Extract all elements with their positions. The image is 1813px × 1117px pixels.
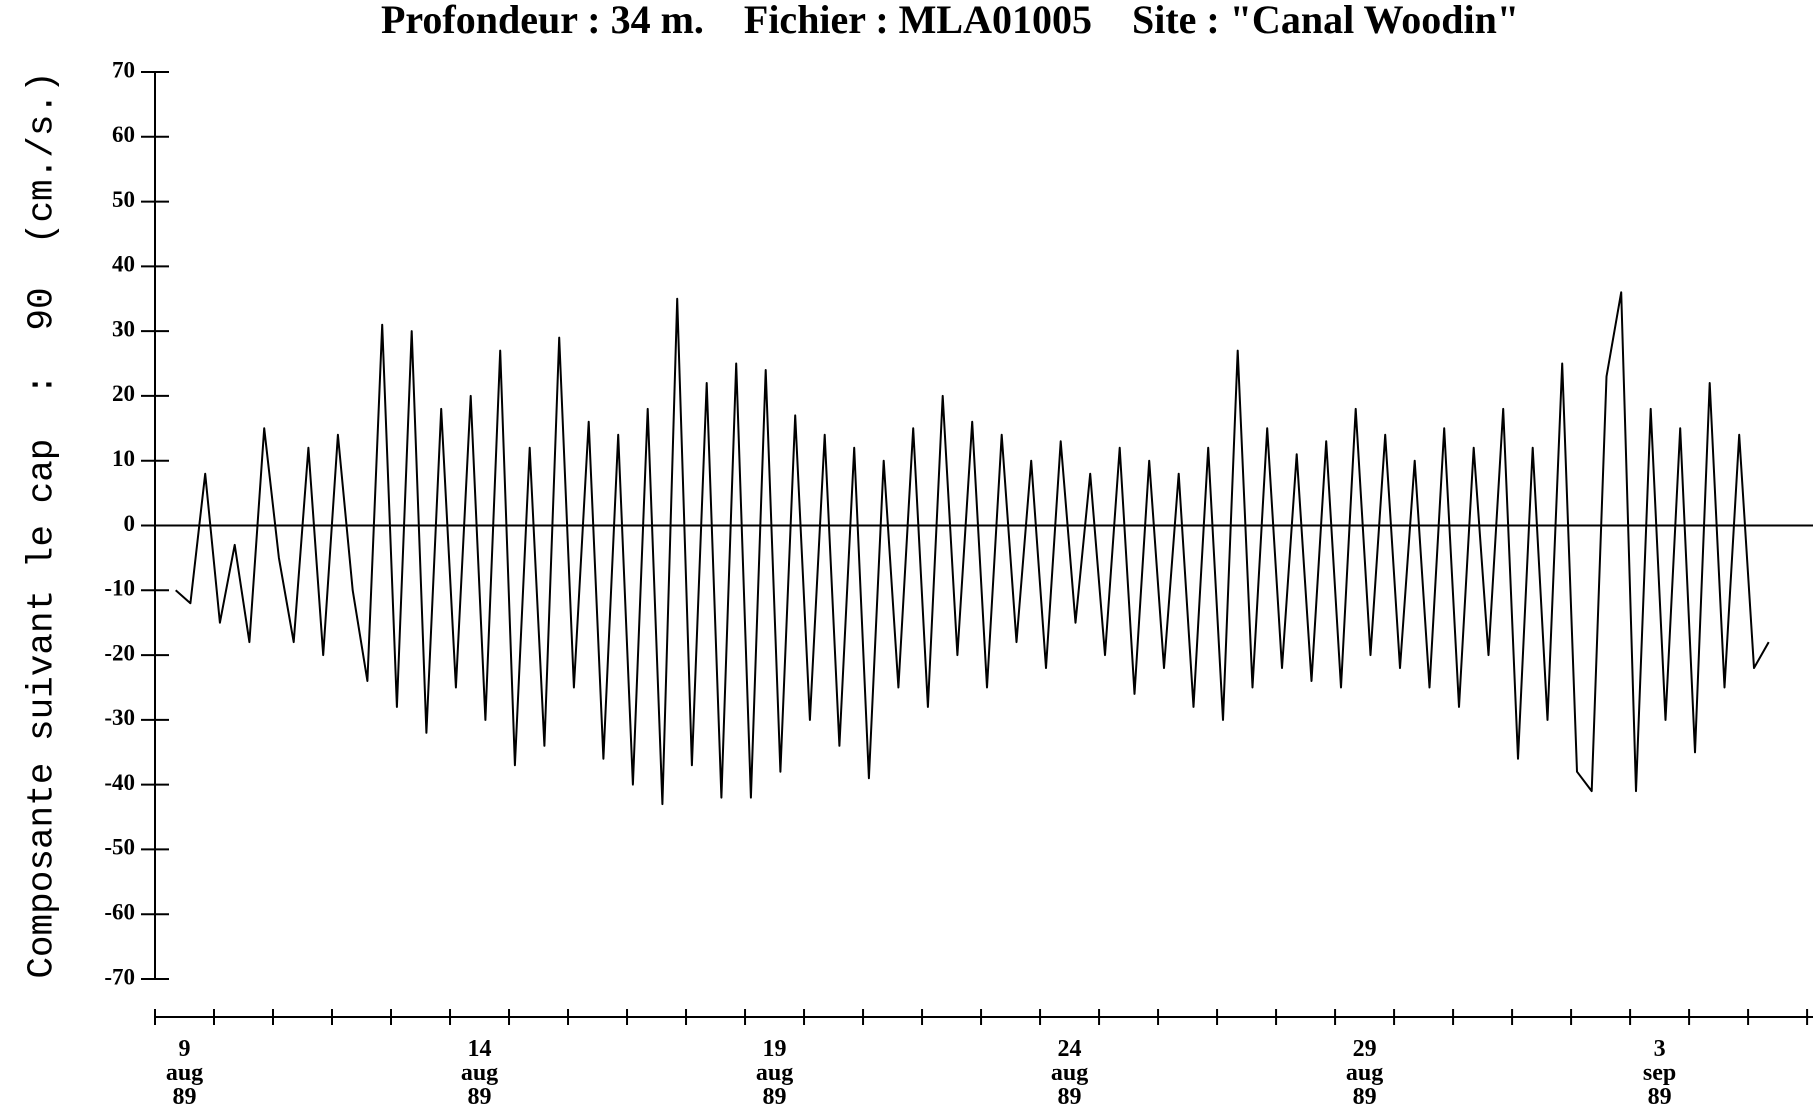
y-tick-label: -40 xyxy=(104,770,135,795)
y-tick-label: 10 xyxy=(112,446,135,471)
x-tick-label: 29 aug 89 xyxy=(1346,1036,1383,1110)
y-tick-label: 60 xyxy=(112,122,135,147)
y-tick-label: -10 xyxy=(104,576,135,601)
y-axis-label: Composante suivant le cap : 90 (cm./s.) xyxy=(22,71,63,978)
y-tick-label: 70 xyxy=(112,57,135,82)
y-tick-label: -20 xyxy=(104,640,135,665)
y-tick-label: -70 xyxy=(104,964,135,989)
y-tick-label: 30 xyxy=(112,316,135,341)
y-tick-label: -30 xyxy=(104,705,135,730)
x-tick-label: 14 aug 89 xyxy=(461,1036,498,1110)
y-tick-label: 40 xyxy=(112,252,135,277)
x-tick-label: 19 aug 89 xyxy=(756,1036,793,1110)
x-tick-label: 9 aug 89 xyxy=(166,1036,203,1110)
y-tick-label: 20 xyxy=(112,381,135,406)
y-tick-label: -60 xyxy=(104,899,135,924)
x-tick-label: 3 sep 89 xyxy=(1643,1036,1676,1110)
y-tick-label: 50 xyxy=(112,187,135,212)
y-tick-label: -50 xyxy=(104,835,135,860)
chart-title: Profondeur : 34 m. Fichier : MLA01005 Si… xyxy=(381,0,1519,42)
data-line xyxy=(175,291,1770,806)
y-tick-label: 0 xyxy=(124,511,136,536)
x-tick-label: 24 aug 89 xyxy=(1051,1036,1088,1110)
